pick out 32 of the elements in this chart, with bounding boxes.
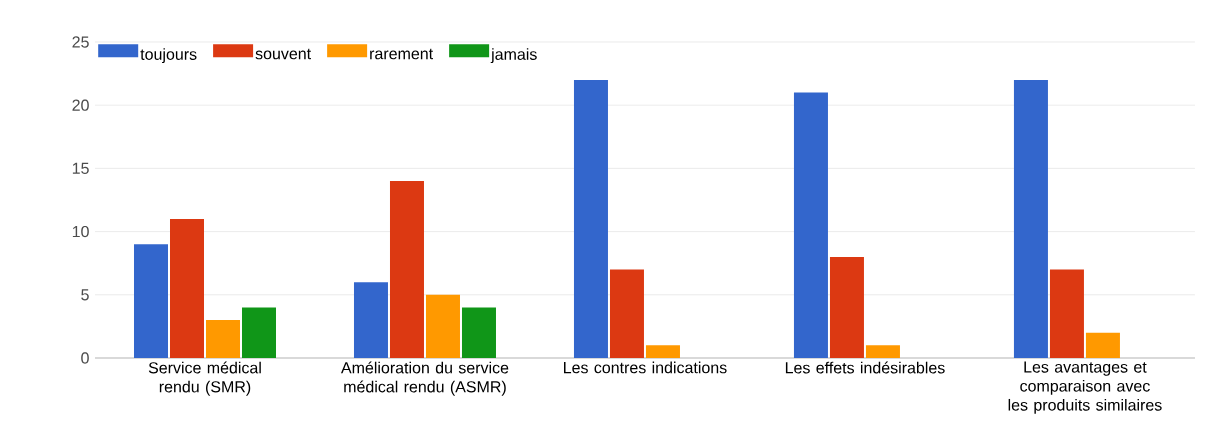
x-tick-label: Les contres indications xyxy=(564,361,727,374)
bar xyxy=(1013,79,1048,358)
x-tick-label: Les avantages et comparaison avec les produits similaires xyxy=(1008,361,1162,414)
bar xyxy=(242,307,276,358)
bar xyxy=(133,244,168,358)
bar xyxy=(645,345,680,358)
bar xyxy=(829,256,864,358)
bar xyxy=(389,181,424,358)
y-tick-label: 25 xyxy=(72,36,89,48)
y-tick-label: 10 xyxy=(72,225,89,238)
y-tick-label: 0 xyxy=(81,352,89,364)
legend-label: souvent xyxy=(255,48,311,60)
y-tick-label: 15 xyxy=(72,162,89,174)
x-tick-label: Service médical rendu (SMR) xyxy=(148,361,261,396)
legend-label: jamais xyxy=(490,48,537,64)
bar xyxy=(461,307,496,358)
y-tick-label: 20 xyxy=(72,99,89,111)
bar xyxy=(1085,332,1120,358)
legend-label: rarement xyxy=(370,48,434,60)
bar xyxy=(865,345,900,358)
bar xyxy=(353,282,388,358)
y-tick-label: 5 xyxy=(81,289,89,301)
bar xyxy=(573,79,608,358)
bar xyxy=(793,92,828,358)
bar xyxy=(609,269,644,358)
bar xyxy=(425,294,460,358)
bar xyxy=(206,320,240,358)
legend-label: toujours xyxy=(140,48,197,64)
bar xyxy=(1049,269,1084,358)
x-tick-label: Les effets indésirables xyxy=(785,361,945,374)
bar xyxy=(170,218,204,358)
x-tick-label: Amélioration du service médical rendu (ASMR) xyxy=(340,361,509,396)
